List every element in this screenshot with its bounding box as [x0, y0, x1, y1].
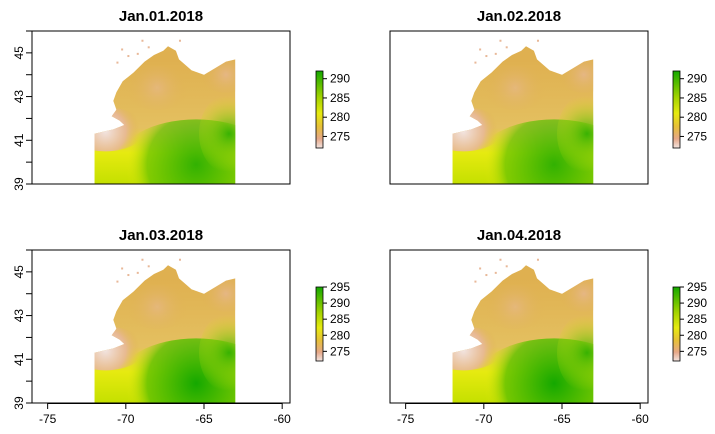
y-tick-label: 41 — [12, 352, 26, 366]
legend-colorbar — [672, 286, 681, 362]
coast-pixel — [178, 39, 181, 42]
coast-pixel — [178, 258, 181, 261]
cool-gulf — [123, 284, 192, 329]
warm-east — [557, 312, 594, 393]
legend-tick-label: 290 — [687, 296, 707, 310]
y-tick-label: 41 — [12, 133, 26, 147]
legend-tick-label: 290 — [687, 72, 707, 86]
cool-scotian — [557, 56, 594, 93]
legend-tick-label: 295 — [330, 280, 350, 294]
coast-pixel — [116, 280, 119, 283]
legend-tick-label: 275 — [330, 129, 350, 143]
coast-pixel — [127, 55, 130, 58]
panel-title: Jan.02.2018 — [477, 8, 561, 25]
legend-tick-label: 285 — [687, 312, 707, 326]
coast-pixel — [479, 48, 482, 51]
cool-coast — [94, 107, 146, 152]
legend-tick-label: 285 — [330, 312, 350, 326]
panel-3: Jan.03.2018 39 41 43 45 -75 -70 -65 -60 275 280 285… — [12, 227, 350, 426]
cool-scotian — [199, 275, 236, 312]
x-tick-label: -60 — [632, 412, 650, 426]
warm-core — [116, 119, 236, 184]
coast-pixel — [479, 267, 482, 270]
x-tick-label: -75 — [397, 412, 415, 426]
panel-1: Jan.01.2018 39 41 43 45 275 280 285 290 — [12, 8, 350, 191]
legend-tick-label: 295 — [687, 280, 707, 294]
cool-coast — [452, 107, 504, 152]
cool-gulf — [481, 284, 550, 329]
warm-east — [557, 93, 594, 174]
warm-core — [116, 338, 236, 403]
coast-pixel — [136, 52, 139, 55]
x-tick-label: -70 — [475, 412, 493, 426]
legend-tick-label: 290 — [330, 296, 350, 310]
coast-pixel — [127, 274, 130, 277]
legend-colorbar — [315, 286, 324, 362]
y-tick-label: 45 — [12, 265, 26, 279]
coast-pixel — [116, 61, 119, 64]
warm-east — [199, 93, 236, 174]
legend-tick-label: 275 — [687, 129, 707, 143]
x-tick-label: -65 — [195, 412, 213, 426]
warm-core — [474, 338, 594, 403]
cool-gulf — [481, 65, 550, 110]
y-tick-label: 43 — [12, 90, 26, 104]
legend-tick-label: 275 — [330, 344, 350, 358]
warm-east — [199, 312, 236, 393]
y-tick-label: 39 — [12, 396, 26, 410]
legend-tick-label: 280 — [330, 328, 350, 342]
coast-pixel — [474, 61, 477, 64]
legend-tick-label: 280 — [330, 110, 350, 124]
warm-core — [474, 119, 594, 184]
coast-pixel — [494, 271, 497, 274]
coast-pixel — [147, 46, 150, 49]
x-tick-label: -65 — [553, 412, 571, 426]
cool-coast — [452, 326, 504, 371]
legend-tick-label: 280 — [687, 328, 707, 342]
panel-title: Jan.03.2018 — [119, 227, 203, 244]
coast-pixel — [536, 258, 539, 261]
coast-pixel — [505, 265, 508, 268]
cool-scotian — [557, 275, 594, 312]
coast-pixel — [536, 39, 539, 42]
legend-tick-label: 280 — [687, 110, 707, 124]
panel-title: Jan.04.2018 — [477, 227, 561, 244]
coast-pixel — [121, 267, 124, 270]
panel-4: Jan.04.2018 -75 -70 -65 -60 275 280 285 290 295 — [389, 227, 707, 426]
y-tick-label: 39 — [12, 177, 26, 191]
cool-coast — [94, 326, 146, 371]
legend-tick-label: 290 — [330, 72, 350, 86]
coast-pixel — [474, 280, 477, 283]
legend-tick-label: 285 — [330, 91, 350, 105]
cool-gulf — [123, 65, 192, 110]
cool-scotian — [199, 56, 236, 93]
legend-colorbar — [315, 70, 324, 149]
coast-pixel — [485, 274, 488, 277]
panel-2: Jan.02.2018 275 280 285 290 — [389, 8, 707, 185]
y-tick-label: 43 — [12, 309, 26, 323]
panel-title: Jan.01.2018 — [119, 8, 203, 25]
coast-pixel — [147, 265, 150, 268]
legend-colorbar — [672, 70, 681, 149]
x-tick-label: -60 — [274, 412, 292, 426]
legend-tick-label: 275 — [687, 344, 707, 358]
x-tick-label: -75 — [39, 412, 57, 426]
plot-frame — [389, 30, 649, 185]
plot-frame — [31, 30, 291, 185]
coast-pixel — [141, 39, 144, 42]
coast-pixel — [141, 258, 144, 261]
coast-pixel — [499, 39, 502, 42]
coast-pixel — [499, 258, 502, 261]
coast-pixel — [121, 48, 124, 51]
x-tick-label: -70 — [117, 412, 135, 426]
legend-tick-label: 285 — [687, 91, 707, 105]
coast-pixel — [494, 52, 497, 55]
coast-pixel — [485, 55, 488, 58]
coast-pixel — [505, 46, 508, 49]
coast-pixel — [136, 271, 139, 274]
y-tick-label: 45 — [12, 46, 26, 60]
